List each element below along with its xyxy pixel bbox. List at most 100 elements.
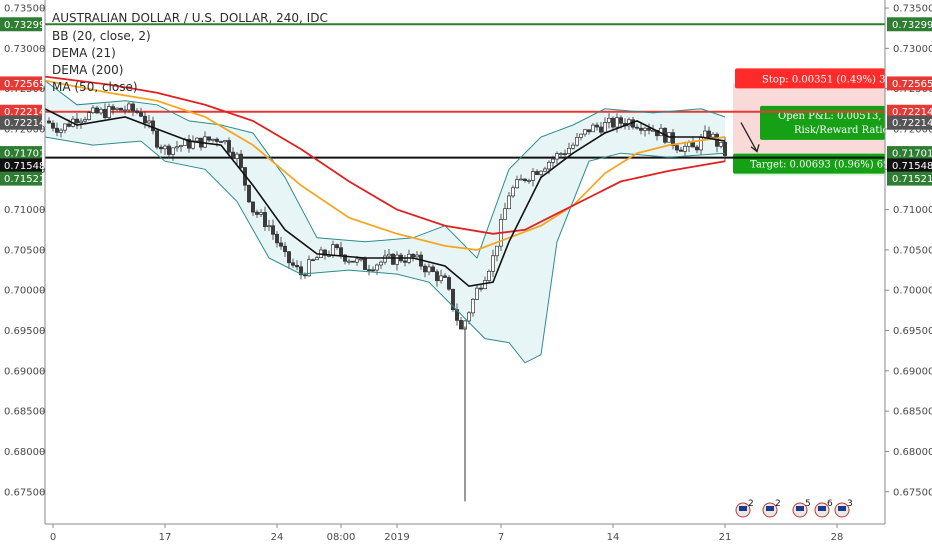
candle-body bbox=[95, 107, 99, 114]
candle-body bbox=[695, 146, 699, 151]
candle-body bbox=[219, 141, 223, 143]
candle-body bbox=[591, 124, 595, 133]
economic-event-icon[interactable]: 2 bbox=[735, 499, 754, 518]
candle-body bbox=[387, 253, 391, 257]
right-tick-label: 0.69000 bbox=[893, 366, 932, 377]
left-price-badge bbox=[0, 17, 42, 32]
left-tick-label: 0.69500 bbox=[4, 326, 45, 337]
candle-body bbox=[415, 254, 419, 258]
candle-body bbox=[263, 212, 267, 227]
candle-body bbox=[547, 162, 551, 170]
flag-stripe bbox=[838, 506, 846, 511]
candle-body bbox=[435, 271, 439, 282]
time-tick-label: 17 bbox=[159, 532, 172, 543]
candle-body bbox=[643, 127, 647, 131]
candle-body bbox=[55, 127, 59, 133]
candle-body bbox=[159, 146, 163, 150]
left-price-badge bbox=[0, 146, 42, 161]
flag-stripe bbox=[766, 506, 774, 511]
candle-body bbox=[331, 244, 335, 256]
candle-body bbox=[271, 225, 275, 235]
candle-body bbox=[75, 118, 79, 124]
candle-body bbox=[215, 138, 219, 142]
left-price-axis[interactable]: 0.735000.730000.725000.720000.715000.710… bbox=[0, 0, 46, 524]
candle-body bbox=[299, 266, 303, 276]
right-price-badge-label: 0.72214 bbox=[892, 107, 932, 118]
candle-body bbox=[683, 145, 687, 152]
candle-body bbox=[59, 129, 63, 133]
right-price-badge-label: 0.72565 bbox=[892, 79, 932, 90]
candle-body bbox=[131, 103, 135, 112]
candle-body bbox=[79, 120, 83, 124]
right-tick-label: 0.69500 bbox=[893, 326, 932, 337]
candle-body bbox=[563, 153, 567, 155]
flag-stripe bbox=[739, 506, 747, 511]
candle-body bbox=[619, 117, 623, 124]
right-price-axis[interactable]: 0.735000.730000.725000.720000.715000.710… bbox=[884, 0, 932, 524]
economic-event-icon[interactable]: 6 bbox=[814, 499, 833, 518]
left-tick-label: 0.72000 bbox=[4, 124, 45, 135]
position-tool[interactable]: Stop: 0.00351 (0.49%) 35.1, Am Open P&L: … bbox=[733, 68, 925, 176]
ma50-line bbox=[44, 79, 726, 251]
candle-body bbox=[559, 153, 563, 155]
candle-body bbox=[91, 107, 95, 114]
candle-body bbox=[511, 187, 515, 197]
event-count: 2 bbox=[748, 499, 754, 509]
candle-body bbox=[275, 233, 279, 244]
economic-event-icon[interactable]: 5 bbox=[792, 499, 811, 518]
left-price-badge bbox=[0, 76, 42, 91]
candle-body bbox=[603, 122, 607, 133]
candle-body bbox=[615, 117, 619, 128]
economic-events[interactable]: 2 2 5 6 3 bbox=[735, 499, 853, 518]
candle-body bbox=[143, 115, 147, 124]
legend-dema21: DEMA (21) bbox=[52, 46, 116, 60]
right-tick-label: 0.73000 bbox=[893, 44, 932, 55]
candle-body bbox=[351, 260, 355, 263]
time-tick-label: 28 bbox=[831, 532, 844, 543]
candle-body bbox=[291, 262, 295, 266]
candle-body bbox=[707, 130, 711, 138]
candle-body bbox=[375, 264, 379, 271]
right-tick-label: 0.70500 bbox=[893, 245, 932, 256]
candle-body bbox=[403, 260, 407, 263]
candle-body bbox=[347, 260, 351, 263]
stop-label: Stop: 0.00351 (0.49%) 35.1, Am bbox=[762, 74, 925, 85]
economic-event-icon[interactable]: 3 bbox=[834, 499, 853, 518]
right-tick-label: 0.73500 bbox=[893, 4, 932, 15]
left-tick-label: 0.68500 bbox=[4, 407, 45, 418]
time-tick-label: 21 bbox=[719, 532, 732, 543]
economic-event-icon[interactable]: 2 bbox=[762, 499, 781, 518]
left-price-badge-label: 0.71548 bbox=[4, 161, 45, 172]
candle-body bbox=[611, 117, 615, 128]
candle-body bbox=[671, 132, 675, 146]
indicator-lines bbox=[44, 75, 726, 364]
candle-body bbox=[259, 212, 263, 215]
candle-body bbox=[307, 259, 311, 277]
candle-body bbox=[551, 158, 555, 163]
left-tick-label: 0.73000 bbox=[4, 44, 45, 55]
right-tick-label: 0.71000 bbox=[893, 205, 932, 216]
left-price-badge-label: 0.71521 bbox=[4, 174, 45, 185]
time-tick-label: 24 bbox=[271, 532, 284, 543]
flag-stripe bbox=[796, 506, 804, 511]
right-tick-label: 0.72000 bbox=[893, 124, 932, 135]
candle-body bbox=[251, 201, 255, 213]
right-price-badge bbox=[887, 158, 932, 173]
candle-body bbox=[651, 129, 655, 132]
bb-band-fill bbox=[45, 80, 725, 363]
candle-body bbox=[495, 245, 499, 257]
candle-body bbox=[303, 274, 307, 277]
candle-body bbox=[579, 133, 583, 138]
bollinger-fill bbox=[45, 80, 725, 363]
candle-body bbox=[507, 195, 511, 210]
time-axis[interactable]: 0 17 24 08:00 2019 7 14 21 28 bbox=[45, 523, 885, 543]
candle-body bbox=[639, 127, 643, 131]
candle-body bbox=[531, 171, 535, 181]
plot-area[interactable]: Stop: 0.00351 (0.49%) 35.1, Am Open P&L: … bbox=[44, 0, 925, 524]
candle-body bbox=[267, 225, 271, 228]
horizontal-levels[interactable] bbox=[45, 23, 885, 159]
right-price-badge-label: 0.71548 bbox=[892, 161, 932, 172]
candle-body bbox=[195, 137, 199, 142]
candle-body bbox=[187, 138, 191, 149]
